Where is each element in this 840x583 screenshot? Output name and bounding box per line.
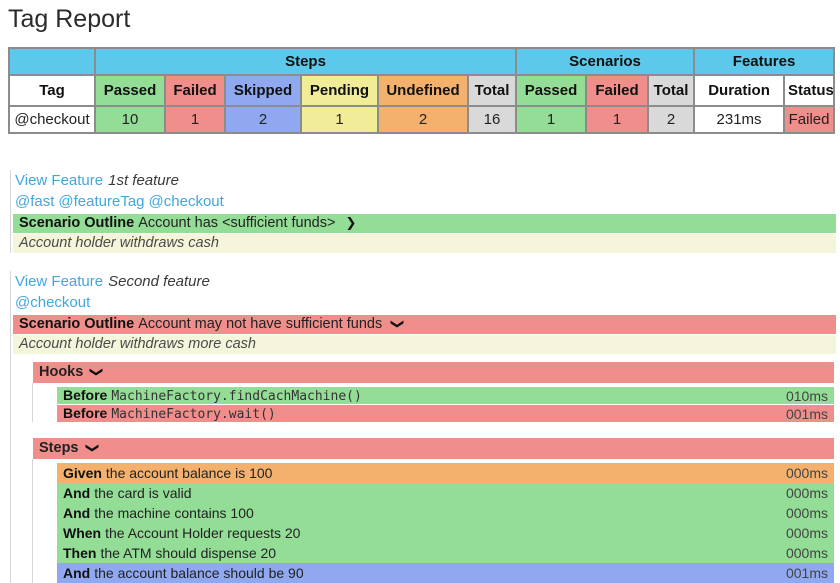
- scenarios-total-cell: 2: [647, 105, 696, 134]
- scenarios-failed-cell: 1: [585, 105, 650, 134]
- status-column-header: Status: [783, 74, 836, 107]
- hook-code: MachineFactory.findCachMachine(): [111, 389, 362, 404]
- scenarios-passed-header: Passed: [515, 74, 588, 107]
- tag-cell: @checkout: [8, 105, 96, 134]
- tag-link-checkout[interactable]: @checkout: [148, 193, 224, 210]
- status-cell: Failed: [783, 105, 836, 134]
- chevron-down-icon[interactable]: ❯: [84, 442, 100, 454]
- duration-cell: 231ms: [693, 105, 786, 134]
- steps-pending-header: Pending: [300, 74, 379, 107]
- step-text: the card is valid: [94, 485, 192, 501]
- tag-link-fast[interactable]: @fast: [15, 193, 55, 210]
- hook-duration: 010ms: [785, 387, 828, 404]
- scenario-keyword: Scenario Outline: [19, 316, 135, 332]
- hooks-rows: Before MachineFactory.findCachMachine() 0…: [32, 383, 834, 422]
- steps-passed-cell: 10: [94, 105, 166, 134]
- tag-link-checkout[interactable]: @checkout: [15, 294, 91, 311]
- feature-name: Second feature: [108, 273, 210, 290]
- chevron-down-icon[interactable]: ❯: [390, 318, 406, 330]
- hook-row: Before MachineFactory.wait() 001ms: [57, 405, 834, 422]
- steps-total-header: Total: [466, 74, 518, 107]
- step-row: And the account balance should be 90 001m…: [57, 563, 834, 583]
- steps-skipped-cell: 2: [224, 105, 302, 134]
- feature-title-line: View Feature Second feature: [13, 271, 833, 292]
- feature-block-1: View Feature 1st feature @fast @featureTag…: [10, 170, 836, 253]
- step-keyword: And: [63, 565, 91, 581]
- hook-duration: 001ms: [785, 405, 828, 422]
- step-text: the ATM should dispense 20: [100, 545, 277, 561]
- step-duration: 000ms: [785, 545, 828, 561]
- tag-summary-table: Steps Scenarios Features Tag Passed Fail…: [8, 47, 836, 134]
- scenarios-total-header: Total: [647, 74, 696, 107]
- tag-column-header: Tag: [8, 74, 96, 107]
- step-row: And the machine contains 100 000ms: [57, 503, 834, 523]
- page-title: Tag Report: [8, 5, 131, 33]
- scenario-name: Account has <sufficient funds>: [138, 215, 336, 231]
- scenarios-passed-cell: 1: [515, 105, 588, 134]
- steps-skipped-header: Skipped: [224, 74, 302, 107]
- steps-rows: Given the account balance is 100 000ms An…: [32, 459, 834, 583]
- step-row: When the Account Holder requests 20 000ms: [57, 523, 834, 543]
- steps-failed-header: Failed: [164, 74, 226, 107]
- step-keyword: Then: [63, 545, 97, 561]
- tag-report-page: Tag Report Steps Scenarios Features Tag …: [0, 4, 840, 583]
- hooks-section-header[interactable]: Hooks ❯: [33, 362, 834, 383]
- hook-row: Before MachineFactory.findCachMachine() 0…: [57, 387, 834, 404]
- hooks-title: Hooks: [39, 364, 84, 380]
- step-text: the account balance should be 90: [94, 565, 304, 581]
- feature-tags-line: @checkout: [13, 292, 833, 313]
- table-row: @checkout 10 1 2 1 2 16 1 1 2 231ms Fail…: [8, 105, 836, 134]
- scenarios-group-header: Scenarios: [515, 47, 696, 76]
- blank-group-cell: [8, 47, 96, 76]
- steps-pending-cell: 1: [300, 105, 379, 134]
- steps-group-header: Steps: [93, 47, 518, 76]
- step-text: the Account Holder requests 20: [105, 525, 301, 541]
- step-keyword: And: [63, 505, 91, 521]
- view-feature-link[interactable]: View Feature: [15, 273, 104, 290]
- view-feature-link[interactable]: View Feature: [15, 172, 104, 189]
- step-keyword: And: [63, 485, 91, 501]
- steps-undefined-cell: 2: [377, 105, 469, 134]
- scenario-outline-header[interactable]: Scenario Outline Account may not have suf…: [13, 315, 836, 334]
- hook-keyword: Before: [63, 405, 108, 421]
- duration-column-header: Duration: [693, 74, 786, 107]
- scenario-keyword: Scenario Outline: [19, 215, 135, 231]
- step-keyword: When: [63, 525, 102, 541]
- hook-keyword: Before: [63, 387, 108, 403]
- steps-passed-header: Passed: [94, 74, 166, 107]
- scenario-name: Account may not have sufficient funds: [138, 316, 383, 332]
- chevron-down-icon[interactable]: ❯: [89, 366, 105, 378]
- step-row: Given the account balance is 100 000ms: [57, 463, 834, 483]
- steps-title: Steps: [39, 440, 79, 456]
- step-duration: 000ms: [785, 525, 828, 541]
- step-duration: 000ms: [785, 505, 828, 521]
- scenario-description: Account holder withdraws cash: [13, 234, 836, 253]
- scenario-description: Account holder withdraws more cash: [13, 335, 836, 354]
- feature-tags-line: @fast @featureTag @checkout: [13, 191, 833, 212]
- step-duration: 001ms: [785, 565, 828, 581]
- step-row: Then the ATM should dispense 20 000ms: [57, 543, 834, 563]
- feature-block-2: View Feature Second feature @checkout Sce…: [10, 271, 836, 583]
- step-duration: 000ms: [785, 485, 828, 501]
- feature-name: 1st feature: [108, 172, 179, 189]
- step-duration: 000ms: [785, 465, 828, 481]
- step-row: And the card is valid 000ms: [57, 483, 834, 503]
- feature-title-line: View Feature 1st feature: [13, 170, 833, 191]
- features-group-header: Features: [693, 47, 836, 76]
- step-keyword: Given: [63, 465, 102, 481]
- steps-undefined-header: Undefined: [377, 74, 469, 107]
- step-text: the account balance is 100: [105, 465, 273, 481]
- steps-section-header[interactable]: Steps ❯: [33, 438, 834, 459]
- scenario-details: Hooks ❯ Before MachineFactory.findCachMach…: [13, 362, 834, 583]
- chevron-right-icon[interactable]: ❯: [345, 215, 357, 230]
- steps-total-cell: 16: [466, 105, 518, 134]
- steps-failed-cell: 1: [164, 105, 226, 134]
- scenarios-failed-header: Failed: [585, 74, 650, 107]
- scenario-outline-header[interactable]: Scenario Outline Account has <sufficient …: [13, 214, 836, 233]
- step-text: the machine contains 100: [94, 505, 254, 521]
- tag-link-featuretag[interactable]: @featureTag: [58, 193, 145, 210]
- hook-code: MachineFactory.wait(): [111, 407, 276, 422]
